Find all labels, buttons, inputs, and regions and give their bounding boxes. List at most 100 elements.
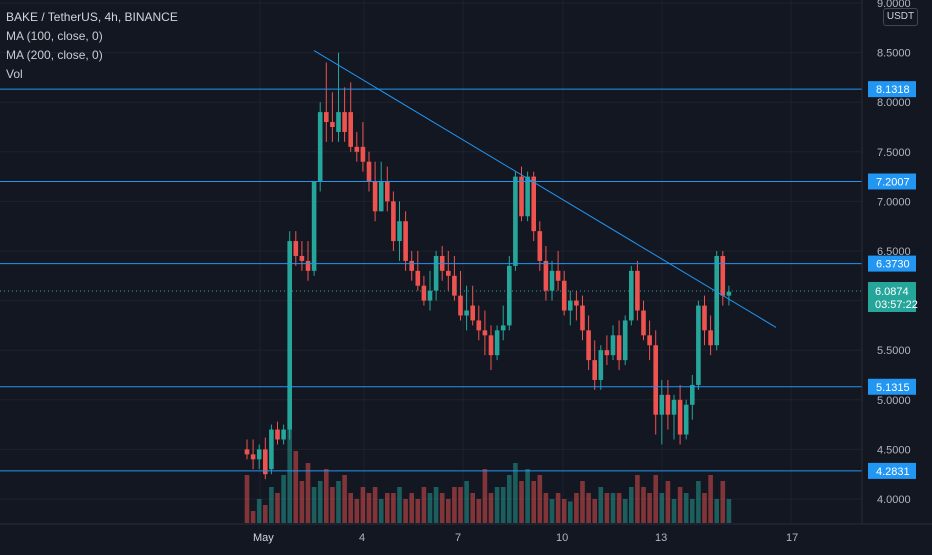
candle-body bbox=[519, 176, 524, 217]
candle-body bbox=[720, 255, 726, 296]
symbol-title[interactable]: BAKE / TetherUS, 4h, BINANCE bbox=[6, 10, 178, 24]
candle-body bbox=[525, 176, 530, 217]
candle-body bbox=[500, 325, 506, 331]
volume-bar bbox=[568, 501, 573, 523]
volume-bar bbox=[397, 487, 402, 523]
price-tick: 4.0000 bbox=[877, 494, 911, 506]
currency-button[interactable]: USDT bbox=[883, 8, 918, 26]
candle-body bbox=[421, 285, 427, 301]
candle-body bbox=[690, 384, 695, 405]
candle-body bbox=[287, 241, 292, 430]
candle-body bbox=[446, 270, 451, 276]
volume-bar bbox=[391, 493, 396, 523]
volume-bar bbox=[598, 487, 604, 523]
time-tick: 10 bbox=[556, 532, 568, 544]
ma100-indicator[interactable]: MA (100, close, 0) bbox=[6, 29, 103, 43]
volume-bar bbox=[366, 493, 372, 523]
candle-body bbox=[513, 176, 518, 266]
candle-body bbox=[342, 112, 347, 132]
volume-bar bbox=[647, 493, 652, 523]
volume-bar bbox=[263, 505, 268, 523]
volume-bar bbox=[372, 487, 378, 523]
time-tick: 7 bbox=[455, 532, 461, 544]
volume-bar bbox=[641, 487, 646, 523]
volume-bar bbox=[269, 487, 274, 523]
volume-bar bbox=[348, 493, 353, 523]
price-tick: 8.0000 bbox=[877, 97, 911, 109]
volume-bar bbox=[549, 499, 555, 523]
candle-body bbox=[409, 260, 414, 271]
volume-bar bbox=[507, 475, 512, 523]
trendline-segment bbox=[313, 50, 777, 328]
volume-bar bbox=[702, 493, 707, 523]
volume-bar bbox=[403, 499, 408, 523]
volume-bar bbox=[696, 481, 701, 523]
volume-bar bbox=[305, 463, 311, 523]
volume-bar bbox=[415, 499, 421, 523]
candle-body bbox=[598, 350, 604, 380]
volume-bar bbox=[281, 475, 286, 523]
candle-body bbox=[299, 255, 305, 261]
candle-body bbox=[610, 335, 616, 356]
candle-body bbox=[385, 181, 390, 202]
volume-bar bbox=[677, 487, 683, 523]
candle-body bbox=[543, 260, 549, 291]
price-tick: 9.0000 bbox=[877, 0, 911, 10]
volume-bars bbox=[244, 391, 732, 523]
ma200-indicator[interactable]: MA (200, close, 0) bbox=[6, 48, 103, 62]
volume-bar bbox=[720, 481, 726, 523]
volume-bar bbox=[525, 469, 530, 523]
volume-bar bbox=[446, 499, 451, 523]
candle-body bbox=[336, 112, 341, 132]
candle-body bbox=[702, 305, 707, 331]
horizontal-lines[interactable] bbox=[0, 88, 862, 472]
volume-bar bbox=[458, 487, 463, 523]
candle-body bbox=[391, 201, 396, 242]
candle-body bbox=[482, 330, 488, 336]
candle-body bbox=[488, 335, 494, 356]
candle-body bbox=[263, 449, 268, 475]
volume-bar bbox=[482, 469, 488, 523]
candle-body bbox=[592, 360, 597, 380]
price-tick: 5.0000 bbox=[877, 395, 911, 407]
time-tick: 13 bbox=[655, 532, 667, 544]
trendline[interactable] bbox=[313, 50, 777, 328]
candle-body bbox=[629, 270, 634, 321]
volume-bar bbox=[311, 487, 317, 523]
time-tick: May bbox=[253, 532, 274, 544]
volume-bar bbox=[275, 493, 280, 523]
candle-body bbox=[311, 181, 317, 271]
level-badges: 8.1318 7.2007 6.3730 5.1315 4.2831 bbox=[868, 81, 916, 479]
candle-body bbox=[568, 300, 573, 311]
volume-indicator[interactable]: Vol bbox=[6, 67, 23, 81]
chart-legend: BAKE / TetherUS, 4h, BINANCE MA (100, cl… bbox=[6, 8, 178, 84]
candle-body bbox=[616, 335, 622, 361]
candle-body bbox=[403, 221, 408, 261]
volume-bar bbox=[354, 499, 360, 523]
candle-body bbox=[574, 300, 579, 306]
candle-body bbox=[653, 345, 658, 415]
price-tick: 5.5000 bbox=[877, 345, 911, 357]
volume-bar bbox=[452, 487, 457, 523]
volume-bar bbox=[250, 511, 256, 523]
candle-body bbox=[275, 429, 280, 440]
volume-bar bbox=[574, 493, 579, 523]
candle-body bbox=[397, 221, 402, 242]
candle-body bbox=[507, 265, 512, 326]
time-axis-ticks: May 4 7 10 13 17 bbox=[253, 532, 798, 544]
volume-bar bbox=[476, 499, 482, 523]
candle-body bbox=[561, 280, 567, 311]
volume-bar bbox=[714, 499, 719, 523]
candle-body bbox=[378, 181, 384, 212]
volume-bar bbox=[433, 487, 439, 523]
volume-bar bbox=[537, 475, 543, 523]
candlesticks bbox=[244, 52, 732, 480]
candle-body bbox=[696, 305, 701, 385]
volume-bar bbox=[653, 475, 658, 523]
volume-bar bbox=[464, 481, 469, 523]
candle-body bbox=[317, 112, 323, 182]
time-axis[interactable] bbox=[0, 524, 932, 550]
